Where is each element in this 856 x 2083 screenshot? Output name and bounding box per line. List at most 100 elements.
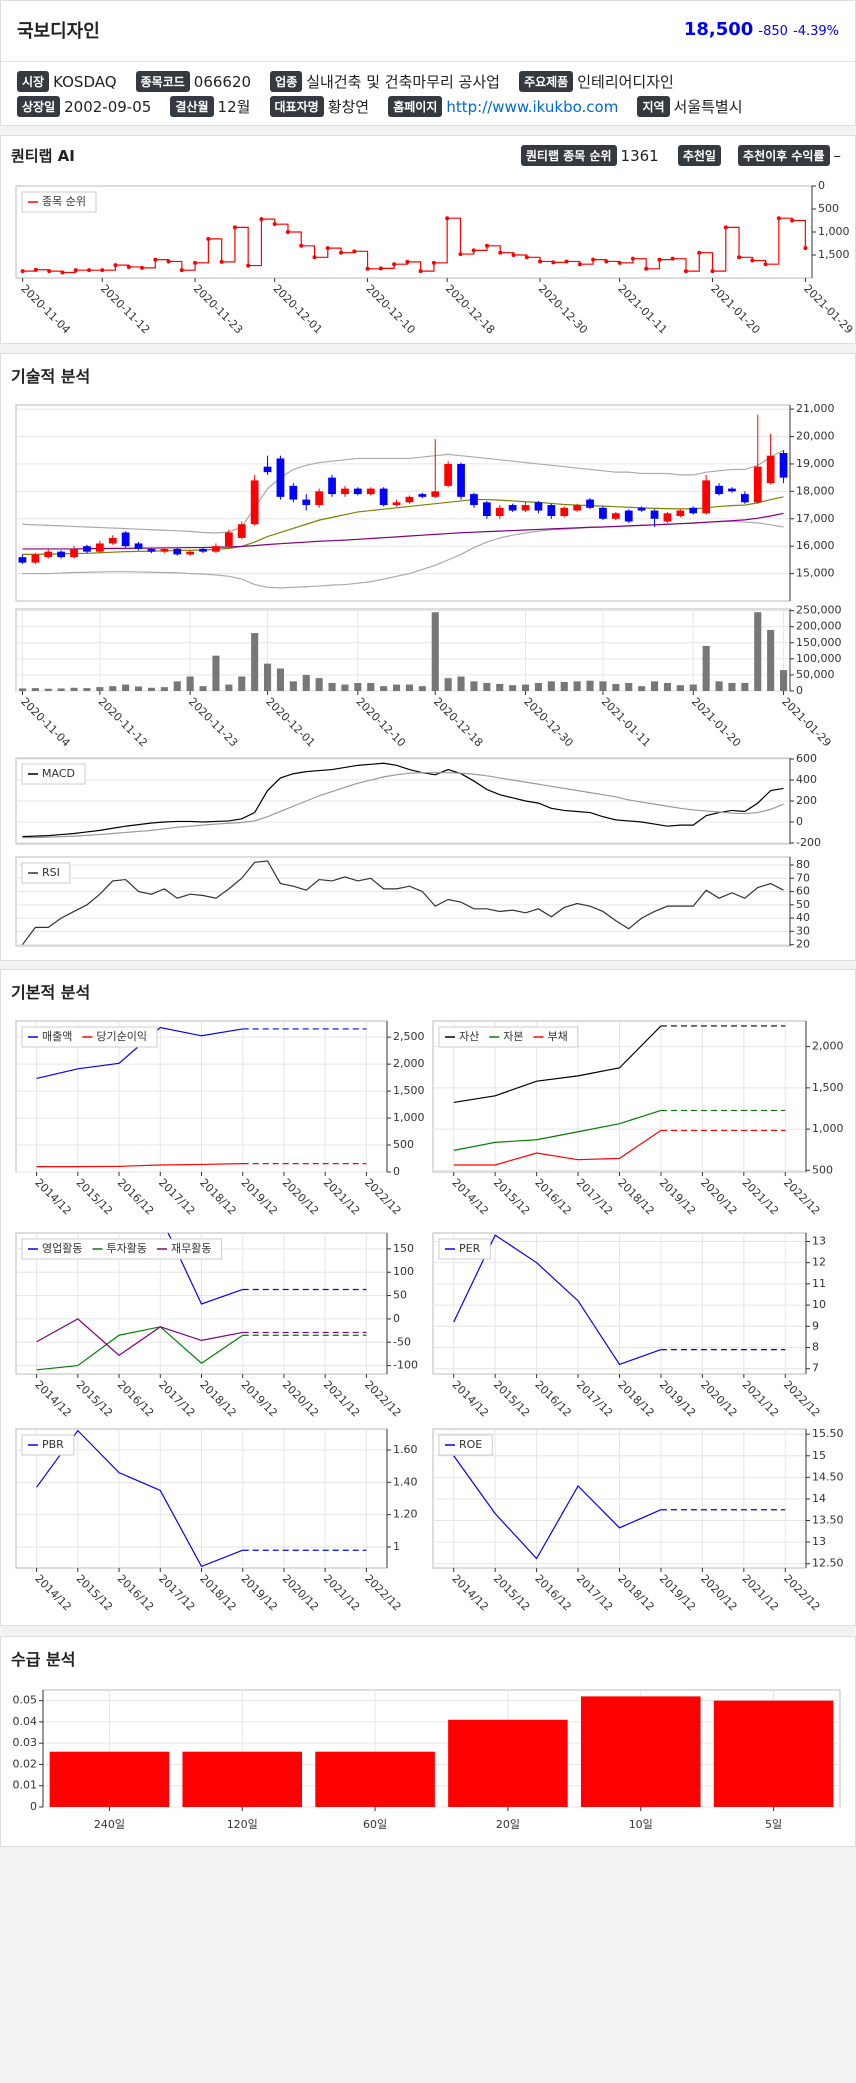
point xyxy=(325,246,330,251)
bar xyxy=(573,681,581,691)
candle-body xyxy=(263,466,272,473)
x-tick-label: 2022/12 xyxy=(362,1176,404,1218)
candle-body xyxy=(302,499,311,506)
bar xyxy=(599,681,607,691)
point xyxy=(166,259,171,264)
y-tick-label: 13 xyxy=(812,1535,826,1548)
y-tick-label: 2,000 xyxy=(393,1057,425,1070)
legend-box xyxy=(21,191,97,213)
candle-body xyxy=(173,548,182,555)
y-tick-label: 13.50 xyxy=(812,1514,844,1527)
x-tick-label: 2022/12 xyxy=(362,1378,404,1420)
point xyxy=(193,260,198,265)
price-change: -850 xyxy=(758,24,788,39)
bar xyxy=(199,686,207,691)
divider xyxy=(1,61,855,62)
candle-body xyxy=(405,496,414,503)
info-value: 황창연 xyxy=(327,98,370,116)
bar xyxy=(715,681,723,691)
bar xyxy=(560,681,568,691)
x-tick-label: 10일 xyxy=(629,1817,653,1831)
legend-label: 부채 xyxy=(548,1030,568,1043)
bar xyxy=(328,682,336,691)
point xyxy=(644,266,649,271)
bar xyxy=(160,687,168,691)
section-title: 기술적 분석 xyxy=(11,367,91,386)
info-label: 대표자명 xyxy=(269,96,324,117)
info-row: 상장일 2002-09-05 결산월 12월 대표자명 황창연 홈페이지 http://… xyxy=(17,96,757,117)
bar xyxy=(625,682,633,691)
x-tick-label: 2019/12 xyxy=(657,1572,699,1614)
y-tick-label: 0 xyxy=(30,1800,37,1813)
x-tick-label: 2021/12 xyxy=(321,1378,363,1420)
point xyxy=(803,246,808,251)
point xyxy=(564,259,569,264)
legend-box xyxy=(21,1434,75,1456)
series-line xyxy=(36,1326,244,1371)
y-tick-label: 1.40 xyxy=(393,1475,418,1488)
point xyxy=(577,262,582,267)
x-tick-label: 2021-01-29 xyxy=(779,695,833,749)
bar xyxy=(754,612,762,691)
info-label: 지역 xyxy=(637,96,670,117)
candle-body xyxy=(650,510,659,519)
candle-body xyxy=(70,548,78,558)
series-line xyxy=(167,1233,243,1305)
candle-body xyxy=(250,480,259,525)
candle-body xyxy=(470,494,478,506)
bar xyxy=(405,684,413,691)
y-tick-label: 50 xyxy=(393,1289,407,1302)
info-value: KOSDAQ xyxy=(53,72,117,91)
info-value: 인테리어디자인 xyxy=(577,73,674,91)
y-tick-label: 30 xyxy=(796,924,810,937)
x-tick-label: 2020-12-01 xyxy=(263,695,317,749)
plot-area xyxy=(20,216,808,275)
bar xyxy=(380,686,388,691)
y-tick-label: 100 xyxy=(393,1265,414,1278)
bar xyxy=(418,686,426,691)
y-tick-label: 16,000 xyxy=(796,539,835,552)
badge-label: 추천일 xyxy=(677,145,721,166)
candle-body xyxy=(715,485,723,495)
bar xyxy=(651,681,659,691)
x-tick-label: 2020-12-30 xyxy=(536,282,590,336)
x-tick-label: 240일 xyxy=(94,1817,125,1831)
legend-label: 종목 순위 xyxy=(42,195,86,208)
y-tick-label: 1,000 xyxy=(812,1122,844,1135)
plot-frame xyxy=(15,404,791,602)
bar xyxy=(547,681,555,691)
y-tick-label: 7 xyxy=(812,1362,819,1375)
point xyxy=(737,255,742,260)
point xyxy=(113,263,118,268)
x-tick-label: 2020-12-18 xyxy=(431,695,485,749)
x-tick-label: 2015/12 xyxy=(74,1176,116,1218)
plot-frame xyxy=(15,608,791,692)
y-tick-label: 0 xyxy=(393,1165,400,1178)
homepage-link[interactable]: http://www.ikukbo.com xyxy=(446,97,619,116)
x-tick-label: 2019/12 xyxy=(238,1176,280,1218)
y-tick-label: 150,000 xyxy=(796,636,842,649)
plot-frame xyxy=(15,185,813,279)
x-tick-label: 2021-01-11 xyxy=(599,695,653,749)
info-label: 종목코드 xyxy=(135,71,190,92)
y-tick-label: 14 xyxy=(812,1492,826,1505)
candle-body xyxy=(289,485,298,500)
candle-body xyxy=(444,463,453,486)
x-tick-label: 2016/12 xyxy=(532,1176,574,1218)
point xyxy=(259,217,264,222)
legend-label: 자산 xyxy=(459,1030,479,1043)
bar xyxy=(741,682,749,691)
point xyxy=(365,266,370,271)
candle-body xyxy=(457,463,465,497)
x-tick-label: 2018/12 xyxy=(615,1176,657,1218)
candle-body xyxy=(418,494,427,497)
x-tick-label: 2020-12-10 xyxy=(354,695,408,749)
candle-body xyxy=(186,551,195,555)
y-tick-label: 150 xyxy=(393,1242,414,1255)
point xyxy=(697,250,702,255)
info-label: 업종 xyxy=(270,71,303,92)
x-tick-label: 2016/12 xyxy=(532,1572,574,1614)
candle-body xyxy=(44,551,53,558)
y-tick-label: 13 xyxy=(812,1234,826,1247)
bar xyxy=(457,676,465,691)
